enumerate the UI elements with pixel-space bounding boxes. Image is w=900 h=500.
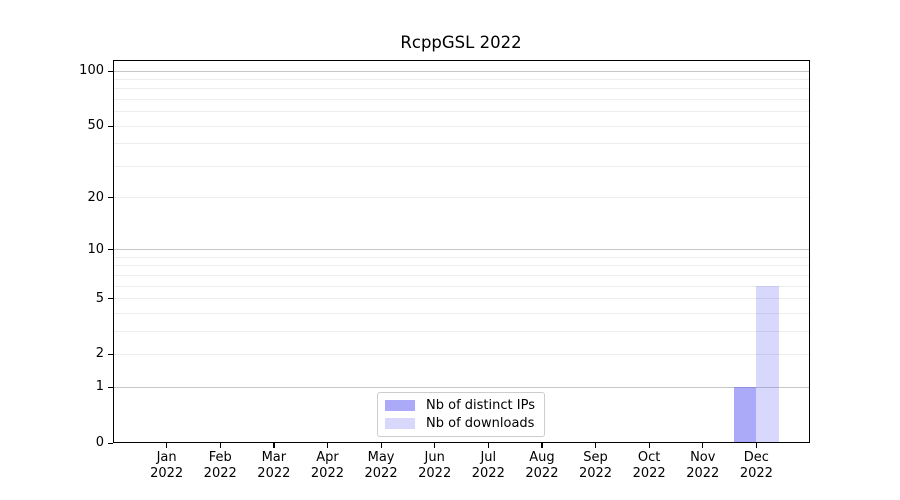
y-tick [108, 70, 113, 72]
y-tick [108, 386, 113, 388]
x-tick-label: May 2022 [364, 450, 398, 481]
gridline-minor [113, 285, 810, 287]
y-tick-label: 50 [87, 118, 104, 134]
y-tick-label: 5 [95, 290, 104, 306]
gridline-minor [113, 99, 810, 101]
y-tick-label: 1 [95, 379, 104, 395]
gridline-major [113, 386, 810, 388]
y-tick [108, 249, 113, 251]
x-tick-label: Feb 2022 [203, 450, 237, 481]
y-tick-label: 0 [95, 435, 104, 450]
gridline-minor [113, 79, 810, 81]
chart-title: RcppGSL 2022 [400, 33, 522, 52]
gridline-minor [113, 353, 810, 355]
x-tick-label: Apr 2022 [310, 450, 344, 481]
x-tick [380, 443, 382, 448]
x-tick [273, 443, 275, 448]
x-tick [166, 443, 168, 448]
x-tick [755, 443, 758, 448]
gridline-minor [113, 88, 810, 90]
x-tick [595, 443, 597, 448]
gridline-minor [113, 330, 810, 332]
x-tick [487, 443, 489, 448]
y-tick [108, 125, 113, 127]
x-tick-label: Mar 2022 [257, 450, 291, 481]
gridline-minor [113, 197, 810, 199]
legend-swatch-distinct-ips-icon [385, 400, 416, 411]
y-tick-label: 2 [95, 346, 104, 362]
gridline-minor [113, 111, 810, 113]
gridline-minor [113, 256, 810, 258]
plot-area [113, 60, 810, 443]
bar-downloads [756, 286, 779, 443]
gridline-minor [113, 125, 810, 127]
x-tick-label: Jul 2022 [471, 450, 505, 481]
gridline-major [113, 70, 810, 72]
x-tick [326, 443, 329, 448]
gridline-minor [113, 298, 810, 300]
y-tick [108, 353, 113, 356]
y-tick [108, 197, 113, 199]
legend-label-distinct-ips: Nb of distinct IPs [426, 398, 535, 413]
x-tick-label: Jun 2022 [418, 450, 452, 481]
x-tick [648, 443, 650, 448]
x-tick-label: Nov 2022 [686, 450, 720, 481]
x-tick-label: Sep 2022 [578, 450, 613, 481]
gridline-minor [113, 143, 810, 145]
legend: Nb of distinct IPs Nb of downloads [377, 392, 545, 437]
y-tick [108, 442, 113, 444]
x-tick [541, 443, 543, 448]
x-tick [434, 443, 436, 448]
y-tick [108, 298, 113, 300]
bar-distinct-ips [733, 387, 757, 443]
x-tick-label: Aug 2022 [525, 450, 559, 481]
legend-swatch-downloads-icon [385, 418, 416, 429]
legend-entry-distinct-ips: Nb of distinct IPs [385, 398, 535, 413]
x-tick [219, 443, 221, 448]
x-tick-label: Dec 2022 [739, 450, 773, 481]
legend-entry-downloads: Nb of downloads [385, 416, 535, 431]
x-tick [702, 443, 704, 448]
y-tick-label: 10 [87, 241, 104, 257]
legend-label-downloads: Nb of downloads [426, 416, 535, 431]
x-tick-label: Oct 2022 [632, 450, 666, 481]
gridline-minor [113, 265, 810, 267]
gridline-minor [113, 274, 810, 276]
y-tick-label: 100 [79, 63, 104, 79]
gridline-minor [113, 165, 810, 167]
gridline-major [113, 249, 810, 251]
y-tick-label: 20 [87, 189, 104, 205]
x-tick-label: Jan 2022 [150, 450, 184, 481]
gridline-minor [113, 312, 810, 314]
